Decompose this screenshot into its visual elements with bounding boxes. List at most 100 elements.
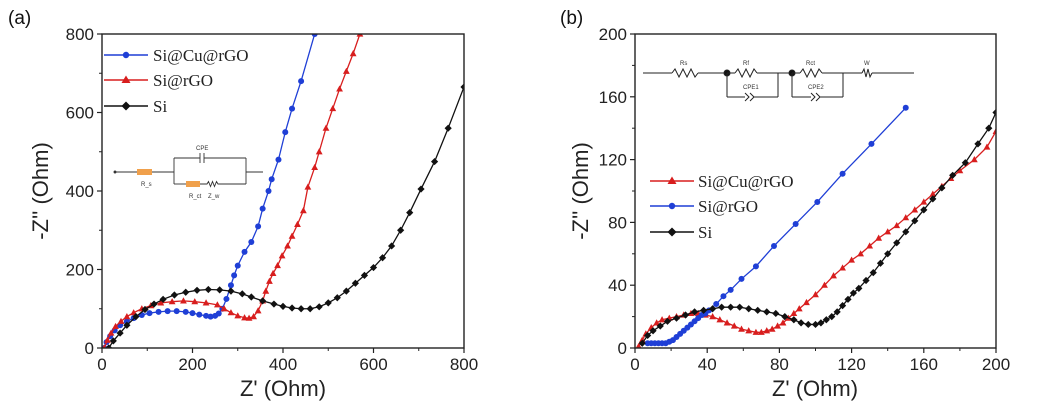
panel-b-y-tick-label: 0 (618, 339, 627, 358)
circuit-a-terminal (113, 170, 117, 174)
panel-a-point-si-rgo (294, 220, 301, 227)
legend-b-label-1: Si@rGO (698, 197, 758, 216)
legend-a-marker-2 (121, 101, 131, 111)
panel-b-point-si-cu-rgo (848, 256, 855, 263)
panel-a-point-si-cu-rgo (248, 239, 255, 246)
circuit-a-label-zw: Z_w (208, 194, 220, 200)
panel-a-point-si (360, 271, 369, 279)
panel-a-point-si-rgo (262, 287, 270, 294)
legend-a-label-2: Si (153, 97, 167, 116)
panel-a-point-si-rgo (284, 242, 291, 249)
panel-b-point-si-cu-rgo (839, 264, 846, 271)
panel-a-point-si-cu-rgo (189, 310, 196, 317)
panel-a-point-si-cu-rgo (231, 272, 238, 279)
panel-a-point-si-cu-rgo (311, 34, 318, 37)
panel-b-point-si-cu-rgo (857, 250, 865, 257)
panel-a-point-si-cu-rgo (215, 310, 222, 317)
panel-b-x-tick-label: 80 (770, 355, 789, 374)
panel-a-point-si (342, 287, 350, 295)
circuit-a-label-rct: R_ct (189, 194, 202, 200)
panel-a-point-si-rgo (299, 207, 307, 214)
panel-b-point-si-rgo (752, 263, 759, 270)
panel-b-point-si-cu-rgo (920, 198, 928, 205)
panel-b-point-si-cu-rgo (779, 319, 787, 326)
panel-b-point-si-cu-rgo (763, 327, 771, 334)
panel-b-point-si-cu-rgo (653, 319, 661, 326)
panel-a-point-si (193, 286, 201, 294)
panel-a-point-si-rgo (112, 322, 119, 330)
panel-b-point-si-cu-rgo (709, 313, 717, 320)
panel-a-point-si (378, 254, 387, 262)
panel-b-x-tick-label: 120 (837, 355, 865, 374)
panel-a-point-si-cu-rgo (282, 129, 289, 136)
legend-b-label-0: Si@Cu@rGO (698, 172, 794, 191)
panel-a-point-si-rgo (220, 305, 228, 312)
circuit-b-cpe2-symbol (815, 92, 821, 102)
circuit-b-warburg (861, 67, 873, 79)
panel-a-point-si (216, 286, 224, 294)
panel-a-point-si (141, 305, 149, 314)
panel-b-y-tick-label: 40 (608, 276, 627, 295)
panel-b-y-tick-label: 160 (599, 88, 627, 107)
panel-a-x-tick-label: 600 (359, 355, 387, 374)
panel-b-x-tick-label: 160 (910, 355, 938, 374)
panel-a-point-si (406, 208, 414, 217)
panel-b-point-si (656, 322, 664, 330)
panel-b-point-si (902, 228, 910, 236)
panel-b-point-si-rgo (902, 104, 909, 111)
panel-a-series-line-si-rgo (103, 34, 361, 348)
panel-a-point-si-cu-rgo (196, 311, 203, 318)
panel-b-point-si-cu-rgo (757, 328, 765, 335)
panel-a-point-si-rgo (274, 261, 281, 269)
panel-b-point-si (849, 289, 858, 297)
panel-b-point-si (884, 250, 892, 258)
panel-b-point-si-cu-rgo (752, 328, 760, 335)
panel-b-x-axis-title: Z' (Ohm) (772, 376, 858, 401)
panel-b-x-tick-label: 40 (698, 355, 717, 374)
panel-b-point-si (828, 313, 836, 321)
panel-a-point-si-rgo (266, 277, 273, 284)
circuit-b-label-rf: Rf (743, 61, 749, 67)
panel-a-point-si-rgo (202, 299, 210, 306)
panel-b-point-si (938, 184, 946, 192)
panel-b-series-line-si-rgo (647, 107, 907, 344)
panel-a-point-si-rgo (107, 329, 115, 336)
panel-a-point-si-rgo (245, 314, 253, 321)
panel-a-equivalent-circuit: CPE R_s R_ct Z_w (113, 146, 263, 200)
panel-a-point-si (150, 300, 158, 308)
panel-b-point-si (929, 195, 937, 203)
panel-a-point-si-rgo (168, 298, 176, 305)
panel-a-point-si-rgo (349, 50, 357, 57)
panel-b-point-si-cu-rgo (738, 325, 745, 332)
panel-b-series (635, 104, 996, 348)
panel-a-point-si-cu-rgo (298, 78, 305, 85)
panel-a-point-si (109, 337, 117, 345)
panel-b-point-si (790, 316, 798, 324)
panel-a-point-si (238, 290, 246, 298)
panel-b-point-si (992, 108, 996, 117)
panel-b-point-si-rgo (792, 220, 799, 227)
panel-a-point-si (417, 185, 425, 193)
panel-b-point-si-cu-rgo (884, 228, 892, 235)
panel-a-point-si (116, 329, 124, 337)
panel-a-x-tick-label: 0 (97, 355, 106, 374)
circuit-b-cpe2-symbol (810, 92, 816, 102)
panel-b-point-si (699, 306, 708, 314)
panel-b-point-si (690, 308, 699, 316)
circuit-a-zw-warburg (200, 180, 246, 188)
panel-a-point-si-cu-rgo (289, 105, 296, 112)
panel-b-x-tick-label: 200 (982, 355, 1010, 374)
panel-a-point-si (460, 83, 464, 91)
panel-b-point-si (911, 217, 919, 225)
panel-a-y-tick-label: 0 (85, 339, 94, 358)
panel-a-point-si (397, 226, 405, 234)
panel-b-point-si-cu-rgo (723, 319, 731, 326)
panel-a-point-si-rgo (123, 313, 131, 320)
panel-a-y-axis-title: -Z'' (Ohm) (28, 142, 53, 240)
panel-b-point-si-cu-rgo (830, 272, 837, 279)
panel-b-point-si (893, 239, 901, 247)
panel-b-point-si-rgo (727, 286, 734, 293)
panel-b-y-tick-label: 200 (599, 25, 627, 44)
panel-b-legend: Si@Cu@rGO Si@rGO Si (650, 172, 794, 242)
panel-a-point-si-rgo (336, 85, 343, 92)
